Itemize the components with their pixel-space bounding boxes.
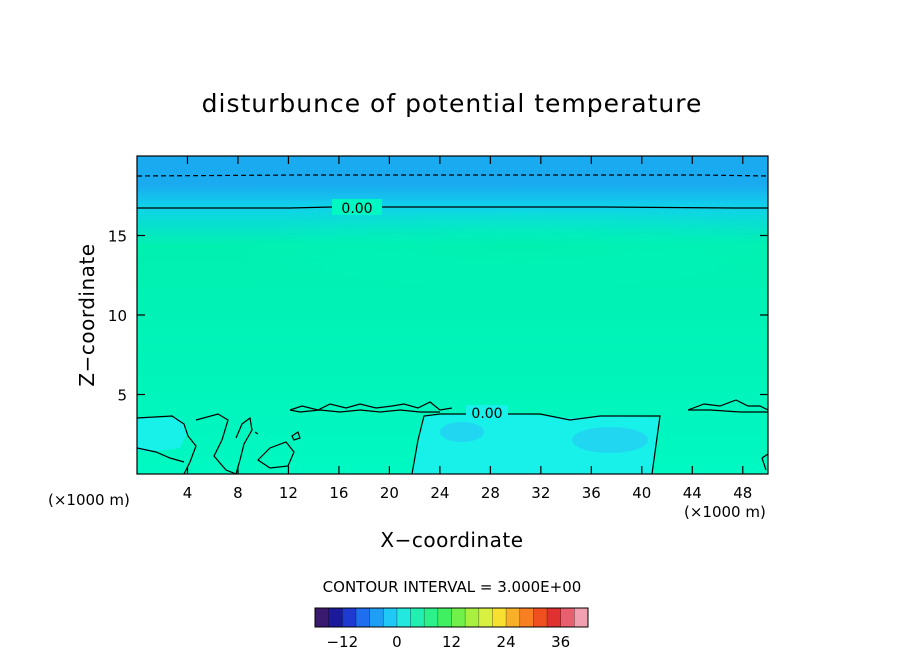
contour-line-right-ridge xyxy=(687,399,768,413)
x-tick-label: 8 xyxy=(233,484,243,502)
x-tick-label: 24 xyxy=(430,484,449,502)
colorbar-ticks: −12 0 12 24 36 xyxy=(326,633,570,651)
colorbar-swatch xyxy=(478,608,493,627)
colorbar-swatch xyxy=(533,608,548,627)
colorbar-tick-label: 24 xyxy=(497,633,516,651)
x-tick-label: 44 xyxy=(683,484,702,502)
contour-line-bottom-right xyxy=(761,453,768,471)
contour-label: 0.00 xyxy=(341,201,372,217)
y-tick-label: 5 xyxy=(117,387,127,405)
field-cool-patch xyxy=(572,427,648,453)
x-tick-label: 40 xyxy=(632,484,651,502)
colorbar-tick-label: 0 xyxy=(392,633,402,651)
colorbar-swatch xyxy=(342,608,357,627)
colorbar-swatch xyxy=(451,608,466,627)
colorbar-tick-label: −12 xyxy=(326,633,358,651)
contour-line-lower-ridge xyxy=(289,401,453,413)
x-axis-title: X−coordinate xyxy=(380,528,523,552)
x-tick-label: 12 xyxy=(279,484,298,502)
colorbar-swatch xyxy=(369,608,384,627)
colorbar-swatch xyxy=(574,608,589,627)
colorbar-frame xyxy=(314,607,589,628)
contour-line-tiny-blob xyxy=(254,431,301,441)
contour-line-left-blob xyxy=(137,415,197,474)
contour-interval-note: CONTOUR INTERVAL = 3.000E+00 xyxy=(323,578,582,596)
x-axis: 4 8 12 16 20 24 28 32 36 40 44 48 xyxy=(183,156,752,502)
contour-label: 0.00 xyxy=(471,406,502,422)
colorbar-tick-label: 36 xyxy=(551,633,570,651)
contour-line-left-blob-2 xyxy=(195,413,237,474)
colorbar-swatch xyxy=(506,608,521,627)
contour-line-zero-lower xyxy=(411,413,661,474)
x-unit-right: (×1000 m) xyxy=(684,503,766,521)
x-tick-label: 32 xyxy=(531,484,550,502)
contour-line-small-blob xyxy=(257,441,295,469)
x-tick-label: 36 xyxy=(582,484,601,502)
contour-line-dashed xyxy=(137,174,768,177)
colorbar-tick-label: 12 xyxy=(442,633,461,651)
field-core xyxy=(220,208,768,288)
contour-field xyxy=(137,156,768,474)
colorbar-swatch xyxy=(315,608,330,627)
y-tick-label: 10 xyxy=(108,307,127,325)
colorbar-swatch xyxy=(547,608,562,627)
contour-line-zero-upper xyxy=(137,206,768,209)
x-tick-label: 28 xyxy=(481,484,500,502)
contour-lines xyxy=(137,174,768,474)
y-axis-title: Z−coordinate xyxy=(75,243,99,386)
colorbar-swatch xyxy=(328,608,343,627)
colorbar-swatch xyxy=(410,608,425,627)
colorbar-swatch xyxy=(396,608,412,627)
x-tick-label: 48 xyxy=(733,484,752,502)
colorbar xyxy=(314,607,589,628)
colorbar-swatch xyxy=(383,608,398,627)
colorbar-swatch xyxy=(424,608,439,627)
y-tick-label: 15 xyxy=(108,228,127,246)
x-tick-label: 20 xyxy=(380,484,399,502)
colorbar-swatch xyxy=(560,608,575,627)
colorbar-swatch xyxy=(519,608,534,627)
x-tick-label: 4 xyxy=(183,484,193,502)
colorbar-swatch xyxy=(355,608,371,627)
field-cool-patch xyxy=(440,422,484,442)
field-left-region xyxy=(137,418,188,452)
contour-label-bg xyxy=(332,199,382,215)
contour-label-bg xyxy=(466,405,508,421)
contour-line-left-blob-3 xyxy=(235,416,253,474)
y-axis: 5 10 15 xyxy=(108,228,768,405)
colorbar-swatch xyxy=(492,608,507,627)
colorbar-swatch xyxy=(437,608,452,627)
x-unit-left: (×1000 m) xyxy=(48,491,130,509)
colorbar-swatch xyxy=(465,608,480,627)
x-tick-label: 16 xyxy=(329,484,348,502)
chart-title: disturbunce of potential temperature xyxy=(202,89,703,118)
